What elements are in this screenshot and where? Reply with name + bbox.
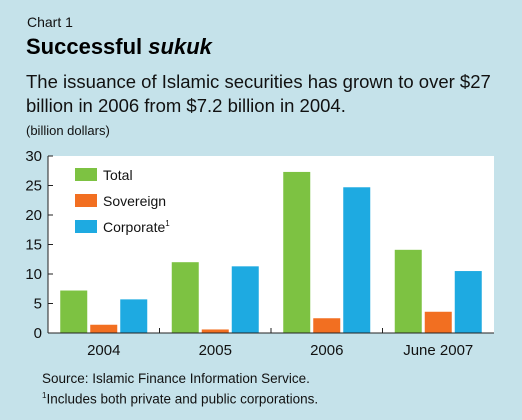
source-note: Source: Islamic Finance Information Serv… [42, 371, 310, 386]
legend-swatch-total [75, 168, 97, 181]
legend: Total Sovereign Corporate1 [75, 167, 170, 235]
bar-corporate-2006 [343, 187, 371, 333]
bar-corporate-2004 [120, 299, 148, 333]
chart-title: Successful sukuk [26, 34, 212, 60]
bar-total-2005 [171, 262, 199, 333]
notes: Source: Islamic Finance Information Serv… [42, 370, 318, 408]
title-italic: sukuk [148, 34, 212, 59]
unit-label: (billion dollars) [26, 123, 110, 138]
legend-label-total: Total [103, 167, 133, 183]
bars [60, 171, 482, 333]
bar-sovereign-2005 [201, 329, 229, 333]
bar-corporate-june-2007 [454, 271, 482, 333]
legend-swatch-corporate [75, 220, 97, 233]
bar-total-june-2007 [394, 249, 422, 333]
x-tick-label: 2005 [199, 342, 232, 359]
legend-label-corporate: Corporate1 [103, 219, 170, 235]
x-tick-label: 2006 [310, 342, 343, 359]
y-tick-label: 10 [25, 266, 42, 283]
y-tick-label: 5 [34, 296, 42, 313]
title-plain: Successful [26, 34, 149, 59]
x-tick-label: 2004 [87, 342, 120, 359]
legend-footnote-mark: 1 [165, 219, 170, 228]
chart-number: Chart 1 [27, 14, 73, 30]
bar-total-2006 [283, 171, 311, 333]
bar-sovereign-2004 [90, 324, 118, 333]
y-tick-label: 15 [25, 237, 42, 254]
y-tick-label: 0 [34, 325, 42, 342]
bar-corporate-2005 [231, 266, 259, 333]
y-tick-label: 20 [25, 207, 42, 224]
legend-swatch-sovereign [75, 194, 97, 207]
footnote-text: Includes both private and public corpora… [46, 391, 319, 407]
chart-subtitle: The issuance of Islamic securities has g… [26, 71, 491, 116]
bar-total-2004 [60, 290, 88, 333]
bar-sovereign-june-2007 [424, 311, 452, 333]
y-tick-label: 30 [25, 148, 42, 165]
legend-label-sovereign: Sovereign [103, 193, 166, 209]
footnote: 1Includes both private and public corpor… [42, 387, 318, 408]
bar-sovereign-2006 [313, 318, 341, 333]
axes: 0 5 10 15 20 25 30 2004 2005 2006 June 2007 [25, 148, 494, 359]
footnote-mark: 1 [42, 391, 47, 400]
x-tick-label: June 2007 [403, 342, 473, 359]
y-tick-label: 25 [25, 178, 42, 195]
